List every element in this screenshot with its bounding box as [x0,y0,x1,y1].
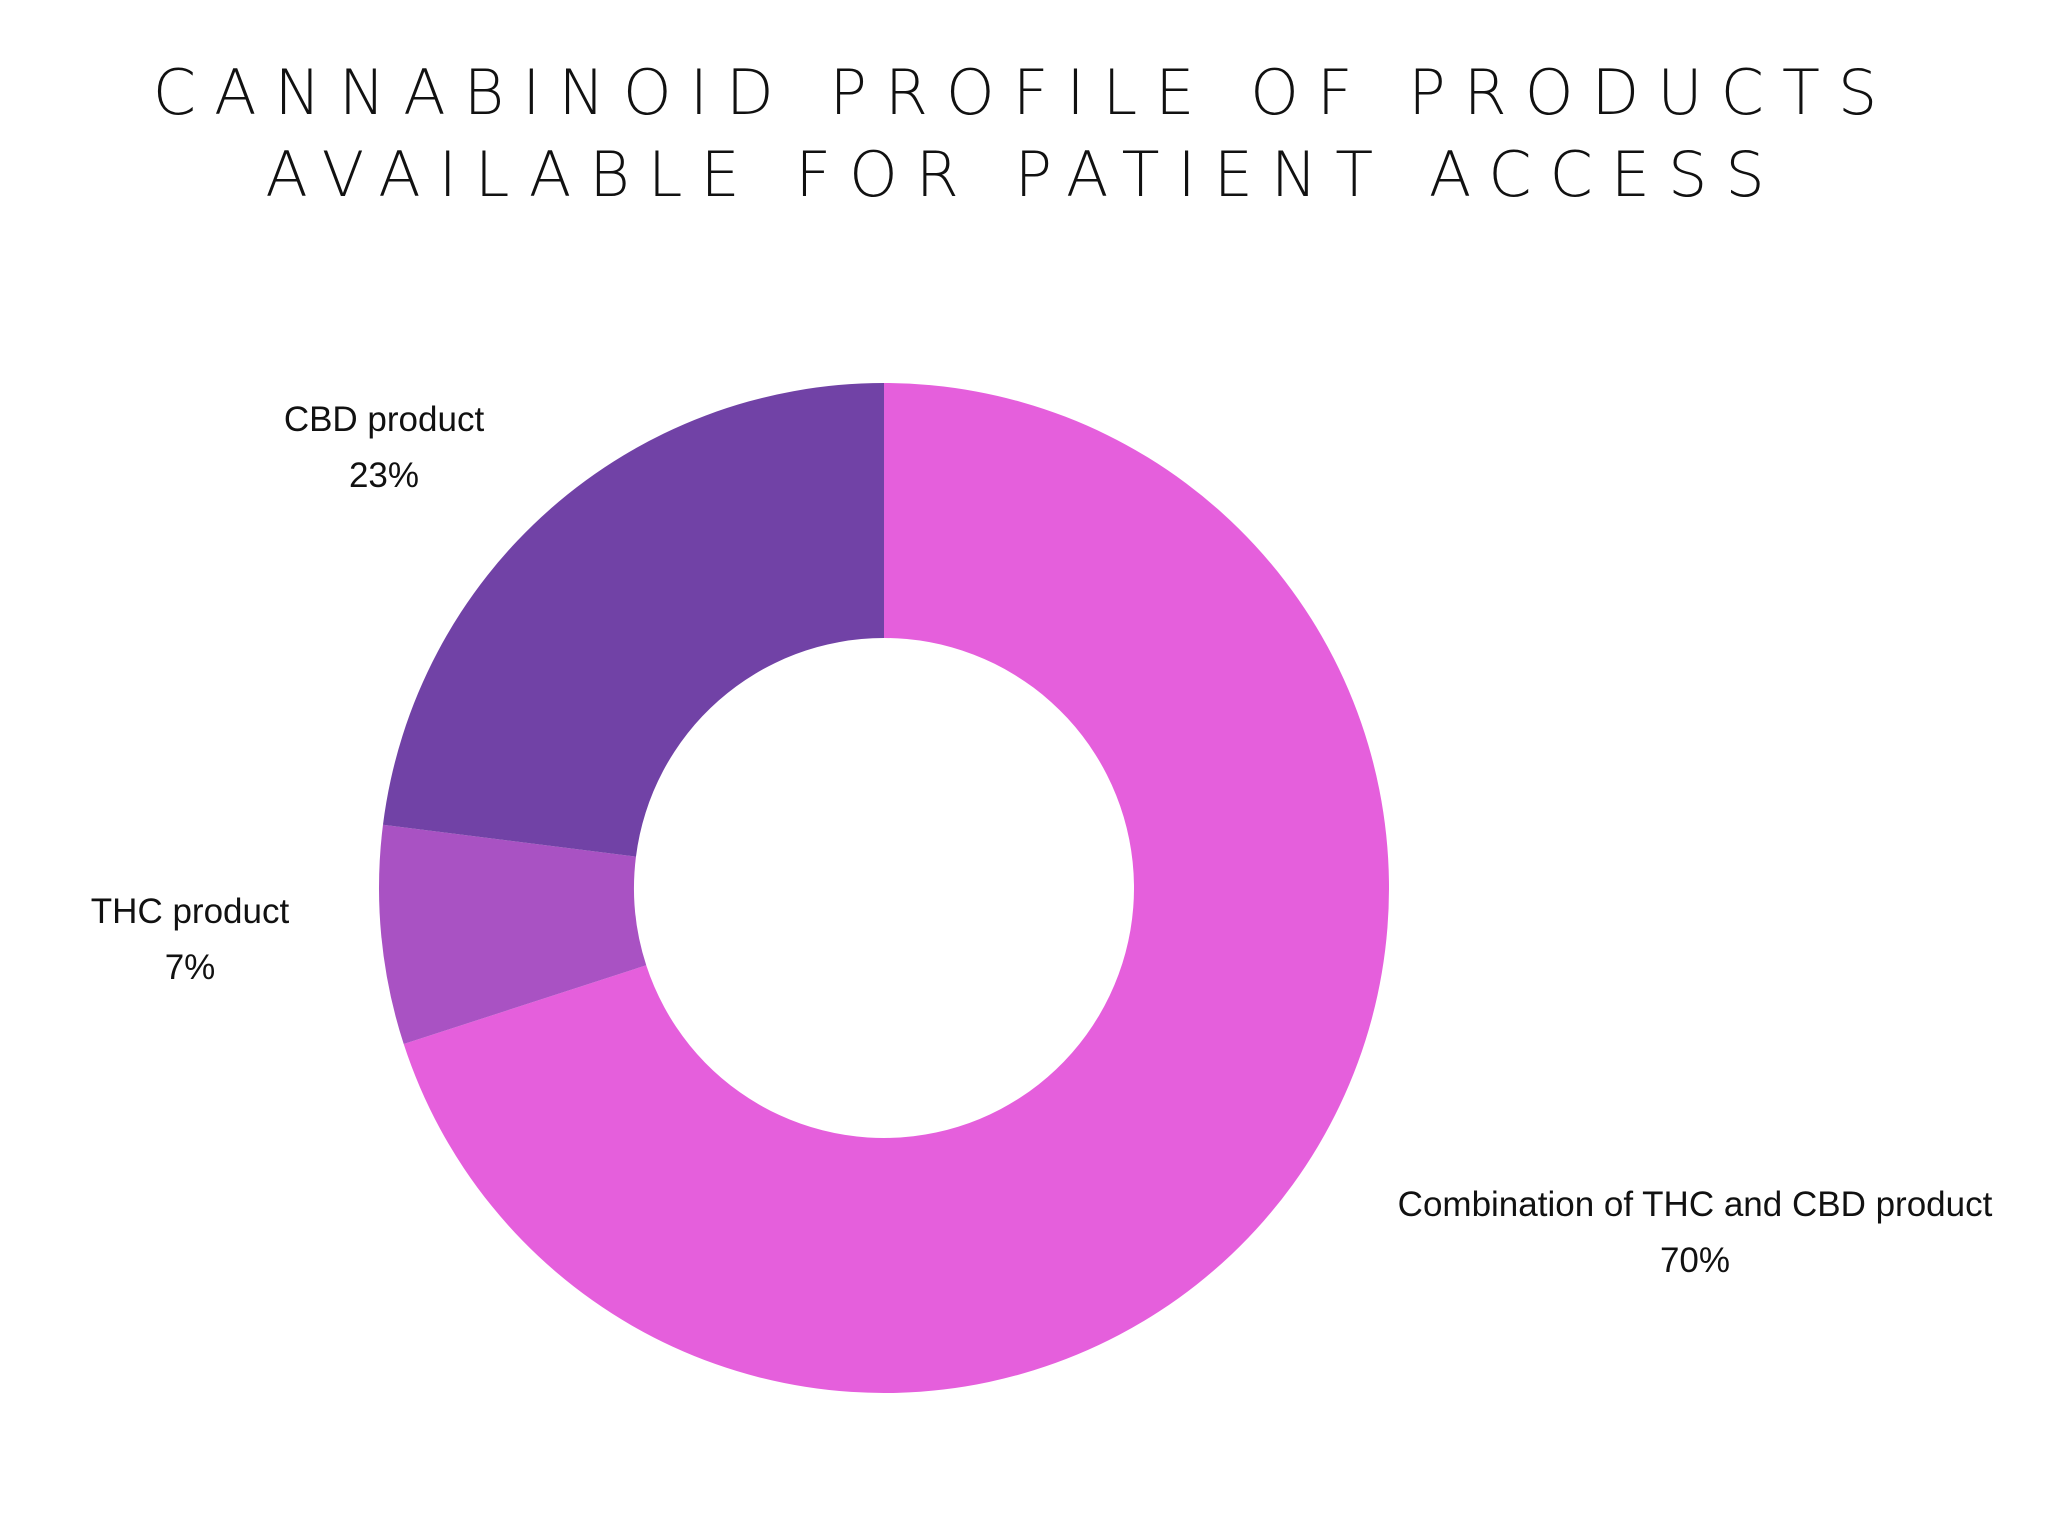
label-combination-product: Combination of THC and CBD product 70% [1350,1177,2040,1289]
chart-title-line-1: CANNABINOID PROFILE OF PRODUCTS [152,56,1896,129]
label-cbd-product-value: 23% [348,456,420,495]
label-thc-product-name: THC product [90,892,290,931]
label-thc-product: THC product 7% [60,884,320,996]
slice-thc-product [378,824,647,1045]
label-cbd-product-name: CBD product [283,400,485,439]
chart-title: CANNABINOID PROFILE OF PRODUCTS AVAILABL… [0,52,2048,216]
label-combination-product-value: 70% [1659,1241,1731,1280]
label-cbd-product: CBD product 23% [252,392,516,504]
chart-title-line-2: AVAILABLE FOR PATIENT ACCESS [265,138,1783,211]
label-thc-product-value: 7% [164,948,216,987]
label-combination-product-name: Combination of THC and CBD product [1397,1185,1993,1224]
slice-combination-of-thc-and-cbd-product [403,383,1390,1393]
slice-cbd-product [382,383,884,857]
donut-slices [378,383,1390,1393]
